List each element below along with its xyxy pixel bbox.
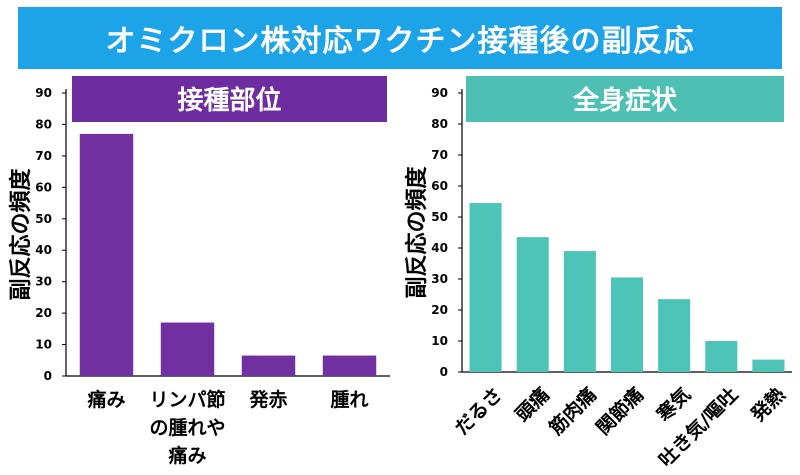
- chart-title-box: [466, 76, 784, 122]
- bar: [516, 237, 549, 372]
- bar: [241, 355, 296, 376]
- x-tick-label: だるさ: [451, 384, 507, 440]
- x-tick-label: 腫れ: [330, 388, 368, 411]
- x-tick-label: 発熱: [746, 383, 790, 427]
- y-axis-label: 副反応の頻度: [404, 166, 430, 299]
- x-tick-label: リンパ節の腫れや痛み: [149, 388, 225, 467]
- y-tick-label: 90: [35, 86, 52, 100]
- y-tick-label: 60: [35, 180, 52, 194]
- y-tick-label: 10: [431, 334, 448, 348]
- y-axis-label: 副反応の頻度: [8, 168, 34, 301]
- bar: [705, 341, 738, 372]
- y-tick-label: 40: [431, 241, 448, 255]
- bar: [469, 203, 502, 372]
- y-tick-label: 20: [35, 306, 52, 320]
- y-tick-label: 70: [35, 149, 52, 163]
- y-tick-label: 30: [35, 275, 52, 289]
- y-tick-label: 90: [431, 86, 448, 100]
- chart-title: 接種部位: [177, 85, 281, 116]
- x-tick-label: 頭痛: [511, 383, 554, 426]
- y-tick-label: 40: [35, 243, 52, 257]
- x-tick-label: 発赤: [248, 388, 287, 411]
- chart-title: 全身症状: [572, 85, 678, 116]
- y-tick-label: 50: [35, 212, 52, 226]
- y-tick-label: 80: [431, 117, 448, 131]
- bar: [610, 277, 644, 372]
- y-tick-label: 60: [431, 179, 448, 193]
- bar: [322, 355, 377, 376]
- y-tick-label: 30: [431, 272, 448, 286]
- chart-title-box: [72, 76, 387, 122]
- x-tick-label: 筋肉痛: [544, 383, 601, 440]
- y-tick-label: 20: [431, 303, 448, 317]
- banner-title: オミクロン株対応ワクチン接種後の副反応: [18, 7, 782, 69]
- y-tick-label: 70: [431, 148, 448, 162]
- bar: [79, 133, 134, 376]
- y-tick-label: 50: [431, 210, 448, 224]
- y-tick-label: 80: [35, 117, 52, 131]
- bar: [752, 359, 785, 372]
- x-tick-label: 痛み: [87, 388, 125, 411]
- x-tick-label: 寒気: [652, 383, 695, 426]
- bar: [160, 322, 215, 376]
- y-tick-label: 0: [44, 369, 52, 383]
- bar: [658, 299, 691, 372]
- x-tick-label: 関節痛: [592, 383, 649, 440]
- bar: [563, 251, 596, 372]
- y-tick-label: 10: [35, 338, 52, 352]
- y-tick-label: 0: [440, 365, 448, 379]
